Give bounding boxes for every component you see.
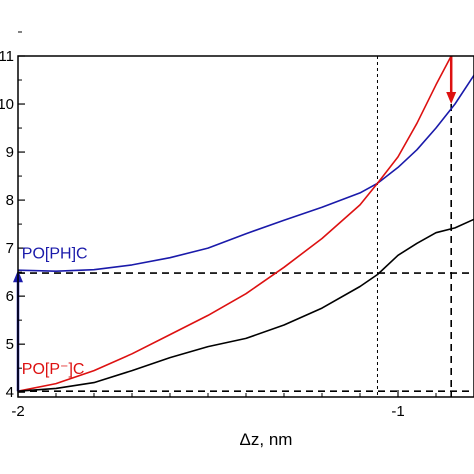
y-tick-label: 6 bbox=[6, 288, 14, 305]
plot-frame bbox=[17, 55, 474, 398]
series-label-2: PO[P⁻]C bbox=[22, 361, 85, 378]
y-tick-label: 8 bbox=[6, 192, 14, 209]
series-line-3 bbox=[17, 218, 474, 392]
y-tick-label: 5 bbox=[6, 336, 14, 353]
y-tick-label: 9 bbox=[6, 144, 14, 161]
series-line-2 bbox=[17, 55, 452, 392]
x-axis-title: Δz, nm bbox=[240, 430, 293, 449]
x-tick-label: -2 bbox=[11, 403, 24, 420]
series-lines bbox=[17, 55, 474, 392]
series-labels: PO[PH]C PO[P⁻]C bbox=[22, 246, 88, 378]
series-line-1 bbox=[17, 73, 474, 273]
ticks: -2 -1 4 5 6 7 8 9 10 11 bbox=[0, 31, 437, 420]
arrow-head-2 bbox=[446, 92, 457, 105]
series-label-1: PO[PH]C bbox=[22, 246, 88, 263]
y-tick-label: 4 bbox=[6, 384, 14, 401]
y-tick-label: 11 bbox=[0, 48, 14, 65]
reference-lines bbox=[18, 56, 474, 397]
y-tick-label: 10 bbox=[0, 96, 14, 113]
x-tick-label: -1 bbox=[391, 403, 404, 420]
y-tick-label: 7 bbox=[6, 240, 14, 257]
